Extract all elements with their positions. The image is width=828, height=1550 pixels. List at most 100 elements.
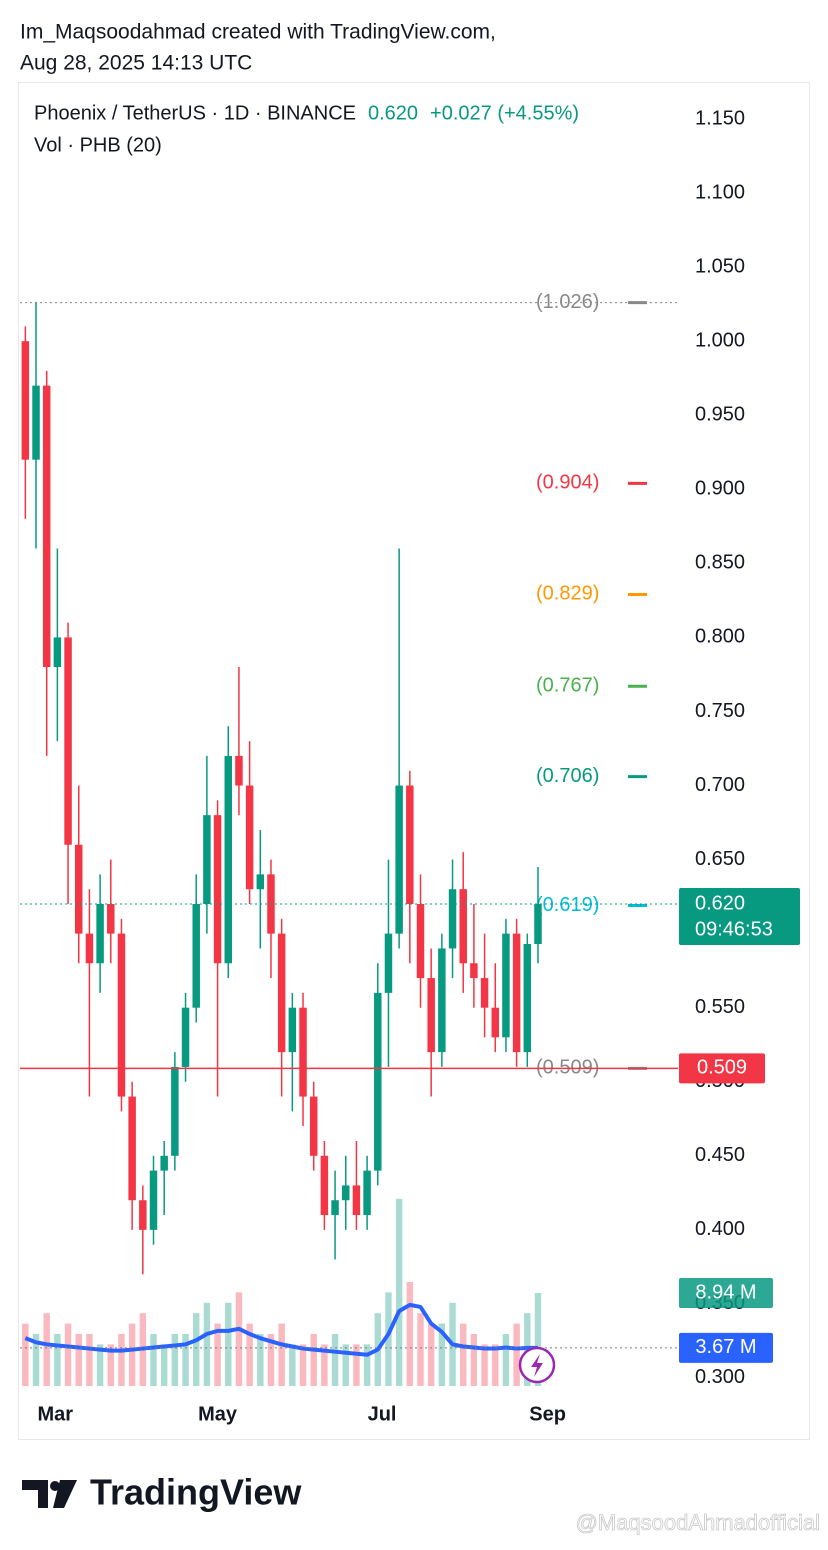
candle-body (213, 815, 222, 964)
volume-tag (679, 1278, 773, 1309)
logo-text: TradingView (90, 1472, 302, 1513)
volume-bar (128, 1323, 136, 1386)
plot: (1.026) (0.904) (0.829) (0.767) (0.706) (0.61… (20, 291, 678, 1386)
candle-body (470, 963, 478, 979)
level-label: (0.904) (536, 472, 599, 494)
candle-body (331, 1200, 339, 1216)
volume-bar (353, 1344, 360, 1386)
alert-tag-label: 0.509 (697, 1057, 747, 1079)
candle-body (459, 889, 467, 964)
candle-body (395, 785, 403, 934)
candle-body (277, 933, 286, 1053)
y-tick-label: 1.050 (695, 255, 745, 277)
volume-bar (534, 1293, 542, 1386)
author-line: Im_Maqsoodahmad created with TradingView… (20, 21, 496, 44)
candle-body (107, 904, 115, 934)
volume-bar (193, 1313, 200, 1386)
watermark: @MaqsoodAhmadofficial (575, 1510, 820, 1535)
candle-body (363, 1170, 371, 1216)
price-change: +0.027 (+4.55%) (430, 102, 579, 124)
volume-ma-line (24, 1302, 538, 1357)
volume-bar (22, 1323, 29, 1386)
candle-body (438, 948, 446, 1053)
volume-bar (32, 1334, 40, 1386)
candle-body (75, 844, 83, 934)
chart-panel (18, 82, 810, 1440)
volume-bar (460, 1323, 467, 1386)
volume-bar (203, 1302, 211, 1386)
volume-bar (406, 1282, 414, 1386)
candle-body (149, 1170, 158, 1230)
candle-body (139, 1200, 147, 1230)
y-tick-label: 1.150 (695, 107, 745, 129)
volume-bar (331, 1334, 339, 1386)
candle-body (160, 1155, 168, 1171)
volume-bar (417, 1313, 424, 1386)
volume-bar (395, 1198, 403, 1386)
volume-bar (289, 1344, 296, 1386)
candle-body (534, 904, 542, 945)
volume-bar (363, 1344, 371, 1386)
y-tick-label: 0.300 (695, 1366, 745, 1388)
y-tick-label: 0.800 (695, 626, 745, 648)
level-label: (0.619) (536, 894, 599, 916)
volume-tag-label: 8.94 M (695, 1281, 756, 1303)
level-label: (0.829) (536, 583, 599, 605)
candle-body (96, 904, 104, 964)
candle-body (406, 785, 414, 905)
candle-body (480, 978, 489, 1008)
volume-bar (96, 1344, 104, 1386)
date-line: Aug 28, 2025 14:13 UTC (20, 52, 252, 75)
candle-body (427, 978, 435, 1053)
candle-body (491, 1007, 499, 1038)
candle-body (42, 385, 51, 668)
volume-bar (86, 1334, 93, 1386)
volume-bar (160, 1344, 168, 1386)
candle-body (299, 1007, 307, 1097)
volume-bar (54, 1334, 61, 1386)
y-tick-label: 0.650 (695, 848, 745, 870)
candle-body (384, 933, 393, 993)
volume-bar (321, 1344, 328, 1386)
volume-ma-tag-label: 3.67 M (695, 1336, 756, 1358)
logo (22, 1480, 77, 1508)
volume-bar (182, 1334, 189, 1386)
candle-body (245, 785, 254, 890)
volume-bar (385, 1292, 392, 1386)
y-tick-label: 0.700 (695, 774, 745, 796)
volume-bar (118, 1334, 125, 1386)
lightning-glyph (531, 1354, 543, 1377)
volume-bar (107, 1344, 114, 1386)
candle-body (32, 385, 40, 460)
candle-body (352, 1185, 361, 1216)
candle-body (320, 1155, 329, 1216)
candle-body (203, 815, 211, 905)
volume-bar (64, 1323, 72, 1386)
y-tick-label: 0.550 (695, 996, 745, 1018)
volume-bar (43, 1313, 50, 1386)
y-tick-label: 0.850 (695, 552, 745, 574)
candle-body (224, 755, 232, 964)
candle-body (342, 1185, 350, 1201)
x-tick-label: Jul (368, 1403, 397, 1425)
candle-body (21, 341, 30, 460)
x-tick-label: Mar (37, 1403, 73, 1425)
volume-bar (214, 1323, 221, 1386)
volume-bar (513, 1323, 520, 1386)
level-label: (0.767) (536, 675, 599, 697)
y-tick-label: 1.000 (695, 329, 745, 351)
candle-body (171, 1066, 179, 1156)
price-tag (679, 888, 800, 946)
x-tick-label: May (198, 1403, 238, 1425)
volume-bar (502, 1334, 510, 1386)
volume-bar (225, 1302, 232, 1386)
volume-bar (267, 1334, 275, 1386)
volume-bar (171, 1334, 179, 1386)
volume-bar (257, 1334, 264, 1386)
volume-bar (75, 1334, 82, 1386)
y-tick-label: 0.750 (695, 700, 745, 722)
candle-body (235, 755, 243, 786)
x-tick-label: Sep (529, 1403, 566, 1425)
volume-bar (235, 1292, 243, 1386)
